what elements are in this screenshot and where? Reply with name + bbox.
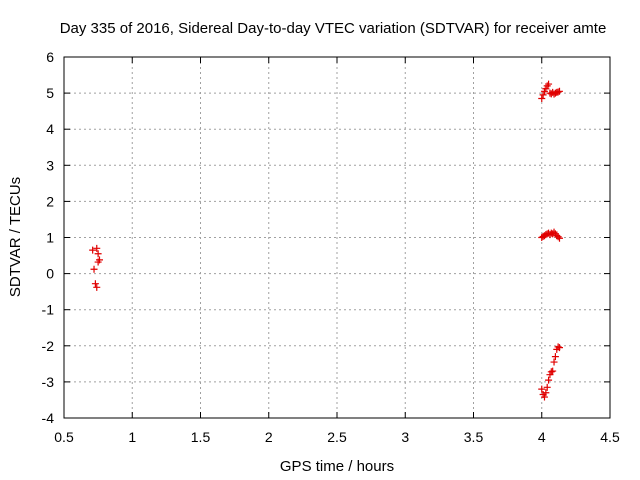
data-point-cluster-lower bbox=[545, 376, 553, 384]
y-tick-label: -2 bbox=[42, 338, 55, 354]
data-point-cluster-lower bbox=[543, 383, 551, 391]
data-point-cluster-middle bbox=[554, 233, 562, 241]
axis-ticks: 0.5 1 1.5 2 2.5 3 3.5 4 4.5 -4 -3 -2 -1 0 1 2 3 4 5 6 bbox=[42, 49, 620, 445]
data-point-cluster-lower bbox=[542, 389, 550, 397]
data-point-cluster-early bbox=[91, 280, 99, 288]
data-point-cluster-upper bbox=[539, 91, 547, 99]
data-point-cluster-lower bbox=[538, 385, 546, 393]
x-tick-label: 3 bbox=[401, 429, 409, 445]
data-point-cluster-early bbox=[94, 258, 102, 266]
grid-lines bbox=[64, 57, 610, 418]
y-tick-label: 4 bbox=[46, 121, 54, 137]
data-point-cluster-lower bbox=[547, 368, 555, 376]
data-point-cluster-upper bbox=[554, 88, 562, 96]
y-tick-label: -4 bbox=[42, 410, 55, 426]
data-point-cluster-lower bbox=[550, 358, 558, 366]
x-tick-label: 0.5 bbox=[54, 429, 74, 445]
x-tick-label: 1.5 bbox=[191, 429, 211, 445]
data-point-cluster-lower bbox=[540, 393, 548, 401]
data-points bbox=[89, 80, 563, 401]
y-tick-label: -1 bbox=[42, 302, 55, 318]
x-tick-label: 2 bbox=[265, 429, 273, 445]
data-point-cluster-lower bbox=[549, 367, 557, 375]
data-point-cluster-upper bbox=[545, 80, 553, 88]
y-tick-label: 1 bbox=[46, 230, 54, 246]
data-point-cluster-lower bbox=[555, 344, 563, 352]
x-tick-label: 3.5 bbox=[464, 429, 484, 445]
y-tick-label: -3 bbox=[42, 374, 55, 390]
x-tick-label: 2.5 bbox=[327, 429, 347, 445]
y-tick-label: 5 bbox=[46, 85, 54, 101]
y-axis-label: SDTVAR / TECUs bbox=[7, 177, 24, 297]
data-point-cluster-lower bbox=[554, 343, 562, 351]
data-point-cluster-lower bbox=[551, 353, 559, 361]
y-tick-label: 0 bbox=[46, 266, 54, 282]
data-point-cluster-early bbox=[93, 283, 101, 291]
y-tick-label: 6 bbox=[46, 49, 54, 65]
x-tick-label: 1 bbox=[128, 429, 136, 445]
y-tick-label: 2 bbox=[46, 193, 54, 209]
data-point-cluster-upper bbox=[538, 95, 546, 103]
data-point-cluster-early bbox=[94, 250, 102, 258]
chart-title: Day 335 of 2016, Sidereal Day-to-day VTE… bbox=[60, 20, 607, 37]
data-point-cluster-early bbox=[93, 244, 101, 252]
data-point-cluster-early bbox=[89, 246, 97, 254]
data-point-cluster-middle bbox=[555, 234, 563, 242]
data-point-cluster-upper bbox=[555, 87, 563, 95]
x-axis-label: GPS time / hours bbox=[280, 458, 394, 475]
y-tick-label: 3 bbox=[46, 157, 54, 173]
x-tick-label: 4.5 bbox=[600, 429, 620, 445]
data-point-cluster-early bbox=[90, 265, 98, 273]
x-tick-label: 4 bbox=[538, 429, 546, 445]
